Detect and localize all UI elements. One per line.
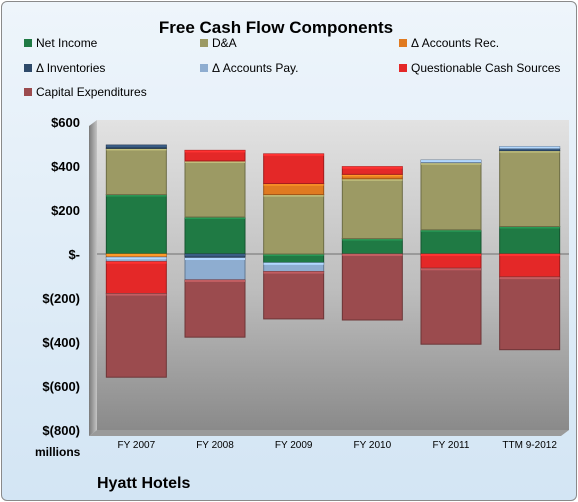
bar-segment-accounts-rec xyxy=(263,183,325,196)
company-name: Hyatt Hotels xyxy=(97,475,190,492)
bar-segment-questionable-cash-sources xyxy=(263,153,325,185)
bar-segment-capital-expenditures xyxy=(105,293,167,378)
bar-segment-d-a xyxy=(499,150,561,228)
bar-segment-questionable-cash-sources xyxy=(105,261,167,295)
bar-segment-net-income xyxy=(263,253,325,264)
bar-segment-d-a xyxy=(341,178,403,240)
x-axis-ticks: FY 2007 FY 2008 FY 2009 FY 2010 FY 2011 TTM 9… xyxy=(118,440,558,451)
y-tick-label: $- xyxy=(68,247,80,262)
y-tick-label: $(200) xyxy=(42,291,80,306)
legend-swatch xyxy=(200,64,208,72)
legend-item-inventories: Δ Inventories xyxy=(24,61,105,75)
bar-segment-inventories xyxy=(105,144,167,149)
x-tick-label: FY 2008 xyxy=(196,440,234,451)
bar-segment-capital-expenditures xyxy=(263,271,325,320)
bar-segment-net-income xyxy=(184,216,246,255)
legend-swatch xyxy=(24,64,32,72)
y-tick-label: $600 xyxy=(51,115,80,130)
bar-segment-accounts-rec xyxy=(341,173,403,180)
bar-segment-accounts-pay xyxy=(263,262,325,273)
bar-segment-net-income xyxy=(105,194,167,255)
y-tick-label: $(600) xyxy=(42,379,80,394)
legend-label: D&A xyxy=(212,36,237,50)
legend-item-accounts-pay: Δ Accounts Pay. xyxy=(200,61,299,75)
x-tick-label: FY 2007 xyxy=(118,440,156,451)
legend-label: Net Income xyxy=(36,36,98,50)
bar-segment-questionable-cash-sources xyxy=(184,149,246,162)
y-tick-label: $400 xyxy=(51,159,80,174)
legend-label: Δ Accounts Pay. xyxy=(212,61,299,75)
x-tick-label: FY 2009 xyxy=(275,440,313,451)
y-tick-label: $(400) xyxy=(42,335,80,350)
legend-label: Capital Expenditures xyxy=(36,85,147,99)
legend-label: Δ Inventories xyxy=(36,61,105,75)
plot-area xyxy=(97,120,569,430)
bar-segment-d-a xyxy=(105,147,167,196)
bar-segment-capital-expenditures xyxy=(184,279,246,338)
bar-segment-d-a xyxy=(420,162,482,231)
legend-item-net-income: Net Income xyxy=(24,36,98,50)
bar-segment-net-income xyxy=(499,226,561,255)
bar-segment-capital-expenditures xyxy=(420,267,482,345)
legend-label: Δ Accounts Rec. xyxy=(411,36,499,50)
units-label: millions xyxy=(35,445,81,459)
legend-swatch xyxy=(24,88,32,96)
x-tick-label: TTM 9-2012 xyxy=(502,440,557,451)
bar-segment-accounts-pay xyxy=(184,257,246,281)
bar-segment-accounts-pay xyxy=(499,146,561,149)
bar-segment-accounts-pay xyxy=(105,256,167,263)
x-tick-label: FY 2010 xyxy=(354,440,392,451)
bar-segment-capital-expenditures xyxy=(341,253,403,321)
bar-segment-inventories xyxy=(184,253,246,259)
bar-segment-questionable-cash-sources xyxy=(420,253,482,269)
bar-segment-d-a xyxy=(184,160,246,218)
bar-segment-questionable-cash-sources xyxy=(341,166,403,175)
y-tick-label: $(800) xyxy=(42,423,80,438)
chart-title: Free Cash Flow Components xyxy=(159,18,393,37)
legend-item-questionable-cash-sources: Questionable Cash Sources xyxy=(399,61,560,75)
plot-floor xyxy=(89,430,569,436)
legend-swatch xyxy=(399,64,407,72)
legend-item-capital-expenditures: Capital Expenditures xyxy=(24,85,147,99)
y-tick-label: $200 xyxy=(51,203,80,218)
bar-segment-accounts-pay xyxy=(420,159,482,164)
plot-side-wall xyxy=(89,120,97,436)
bar-segment-net-income xyxy=(420,229,482,255)
legend-item-accounts-rec: Δ Accounts Rec. xyxy=(399,36,499,50)
bar-segment-net-income xyxy=(341,238,403,255)
bar-segment-d-a xyxy=(263,194,325,255)
bar-segment-questionable-cash-sources xyxy=(499,253,561,278)
bars-group xyxy=(105,144,561,378)
legend-swatch xyxy=(399,39,407,47)
legend-swatch xyxy=(200,39,208,47)
bar-segment-capital-expenditures xyxy=(499,276,561,351)
y-axis-ticks: $(800) $(600) $(400) $(200) $- $200 $400 $600 xyxy=(42,115,80,438)
legend-swatch xyxy=(24,39,32,47)
chart-legend: Net Income D&A Δ Accounts Rec. Δ Inventorie… xyxy=(24,36,560,99)
x-tick-label: FY 2011 xyxy=(433,440,470,451)
legend-label: Questionable Cash Sources xyxy=(411,61,560,75)
legend-item-d-a: D&A xyxy=(200,36,237,50)
